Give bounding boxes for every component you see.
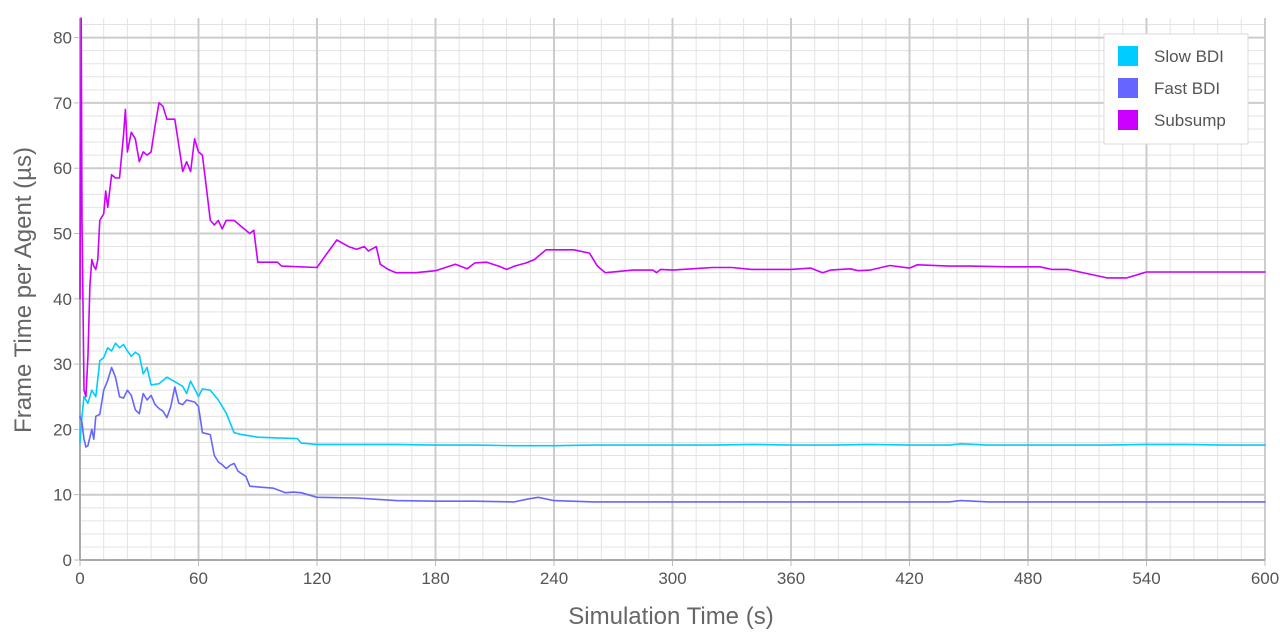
x-tick-label: 480 bbox=[1014, 569, 1042, 588]
series-line-fast-bdi bbox=[79, 366, 1266, 503]
legend-item-fast-bdi[interactable]: Fast BDI bbox=[1118, 78, 1220, 98]
x-tick-label: 120 bbox=[303, 569, 331, 588]
major-gridlines bbox=[80, 18, 1266, 560]
y-tick-label: 80 bbox=[53, 29, 72, 48]
legend-label-fast-bdi: Fast BDI bbox=[1154, 79, 1220, 98]
x-tick-label: 180 bbox=[421, 569, 449, 588]
x-tick-label: 60 bbox=[189, 569, 208, 588]
x-tick-label: 360 bbox=[777, 569, 805, 588]
x-tick-label: 420 bbox=[895, 569, 923, 588]
legend-item-subsump[interactable]: Subsump bbox=[1118, 110, 1226, 130]
x-tick-labels: 0 60 120 180 240 300 360 420 480 540 600 bbox=[75, 569, 1279, 588]
y-tick-label: 70 bbox=[53, 94, 72, 113]
x-tick-label: 300 bbox=[658, 569, 686, 588]
y-tick-label: 0 bbox=[63, 551, 72, 570]
series-line-subsump bbox=[79, 17, 1266, 398]
x-tick-label: 540 bbox=[1132, 569, 1160, 588]
legend: Slow BDI Fast BDI Subsump bbox=[1103, 33, 1249, 145]
y-tick-label: 10 bbox=[53, 486, 72, 505]
legend-swatch-slow-bdi bbox=[1118, 46, 1138, 66]
legend-swatch-subsump bbox=[1118, 110, 1138, 130]
series-layer bbox=[79, 17, 1266, 503]
axes bbox=[74, 18, 1266, 566]
y-tick-label: 60 bbox=[53, 159, 72, 178]
legend-label-subsump: Subsump bbox=[1154, 111, 1226, 130]
x-tick-label: 600 bbox=[1251, 569, 1279, 588]
x-axis-title: Simulation Time (s) bbox=[568, 603, 773, 630]
x-tick-label: 0 bbox=[75, 569, 84, 588]
x-tick-label: 240 bbox=[540, 569, 568, 588]
legend-label-slow-bdi: Slow BDI bbox=[1154, 47, 1224, 66]
legend-item-slow-bdi[interactable]: Slow BDI bbox=[1118, 46, 1224, 66]
y-tick-label: 20 bbox=[53, 420, 72, 439]
y-tick-label: 40 bbox=[53, 290, 72, 309]
y-tick-labels: 0 10 20 30 40 50 60 70 80 bbox=[53, 29, 72, 570]
y-tick-label: 30 bbox=[53, 355, 72, 374]
legend-swatch-fast-bdi bbox=[1118, 78, 1138, 98]
series-line-slow-bdi bbox=[79, 342, 1266, 447]
y-tick-label: 50 bbox=[53, 224, 72, 243]
y-axis-title: Frame Time per Agent (µs) bbox=[10, 147, 37, 433]
